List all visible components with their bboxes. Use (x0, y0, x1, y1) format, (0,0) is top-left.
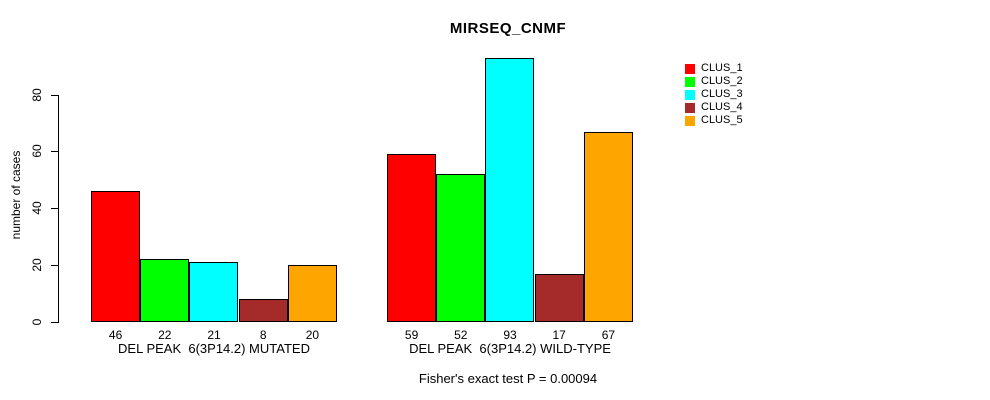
bar-value-label: 52 (454, 328, 468, 342)
legend-swatch-icon (685, 76, 695, 87)
y-tick-mark (51, 151, 58, 152)
bar-clus_1-group2 (387, 154, 436, 322)
bar-value-label: 59 (404, 328, 419, 342)
legend-swatch-icon (685, 115, 695, 126)
chart-title: MIRSEQ_CNMF (449, 20, 567, 37)
bar-clus_4-group1 (239, 299, 288, 322)
bar-value-label: 20 (305, 328, 320, 342)
legend-label: CLUS_5 (701, 114, 743, 126)
bar-clus_1-group1 (91, 191, 140, 322)
bar-value-label: 22 (158, 328, 172, 342)
bar-clus_5-group2 (584, 132, 633, 322)
y-tick-mark (51, 208, 58, 209)
legend-item: CLUS_4 (685, 101, 743, 114)
y-tick-mark (51, 322, 58, 323)
bar-value-label: 67 (601, 328, 616, 342)
legend-label: CLUS_1 (701, 62, 743, 74)
y-tick-label: 40 (30, 201, 44, 215)
group-label: DEL PEAK 6(3P14.2) MUTATED (118, 341, 310, 356)
bar-value-label: 93 (503, 328, 517, 342)
y-tick-label: 80 (30, 87, 44, 102)
group-label: DEL PEAK 6(3P14.2) WILD-TYPE (409, 341, 611, 356)
legend-swatch-icon (685, 89, 695, 100)
y-tick-mark (51, 265, 58, 266)
legend-item: CLUS_5 (685, 114, 743, 127)
bar-clus_4-group2 (535, 274, 584, 322)
legend-label: CLUS_4 (701, 101, 743, 113)
bar-clus_5-group1 (288, 265, 337, 322)
legend-swatch-icon (685, 102, 695, 113)
bar-value-label: 8 (259, 328, 267, 342)
y-tick-label: 0 (30, 318, 44, 326)
bar-value-label: 46 (108, 328, 123, 342)
legend-item: CLUS_3 (685, 88, 743, 101)
legend: CLUS_1 CLUS_2 CLUS_3 CLUS_4 CLUS_5 (685, 62, 743, 127)
y-tick-mark (51, 95, 58, 96)
y-axis-line (58, 95, 59, 323)
y-tick-label: 20 (30, 258, 44, 272)
y-tick-label: 60 (30, 144, 44, 159)
fisher-test-subtitle: Fisher's exact test P = 0.00094 (418, 371, 598, 386)
legend-label: CLUS_2 (701, 75, 743, 87)
legend-item: CLUS_1 (685, 62, 743, 75)
bar-clus_2-group1 (140, 259, 189, 322)
legend-item: CLUS_2 (685, 75, 743, 88)
bar-clus_3-group2 (485, 58, 534, 322)
y-axis-label: number of cases (9, 150, 23, 240)
bar-value-label: 21 (207, 328, 221, 342)
bar-clus_3-group1 (189, 262, 238, 322)
bar-clus_2-group2 (436, 174, 485, 322)
bar-value-label: 17 (552, 328, 566, 342)
legend-label: CLUS_3 (701, 88, 743, 100)
legend-swatch-icon (685, 63, 695, 74)
